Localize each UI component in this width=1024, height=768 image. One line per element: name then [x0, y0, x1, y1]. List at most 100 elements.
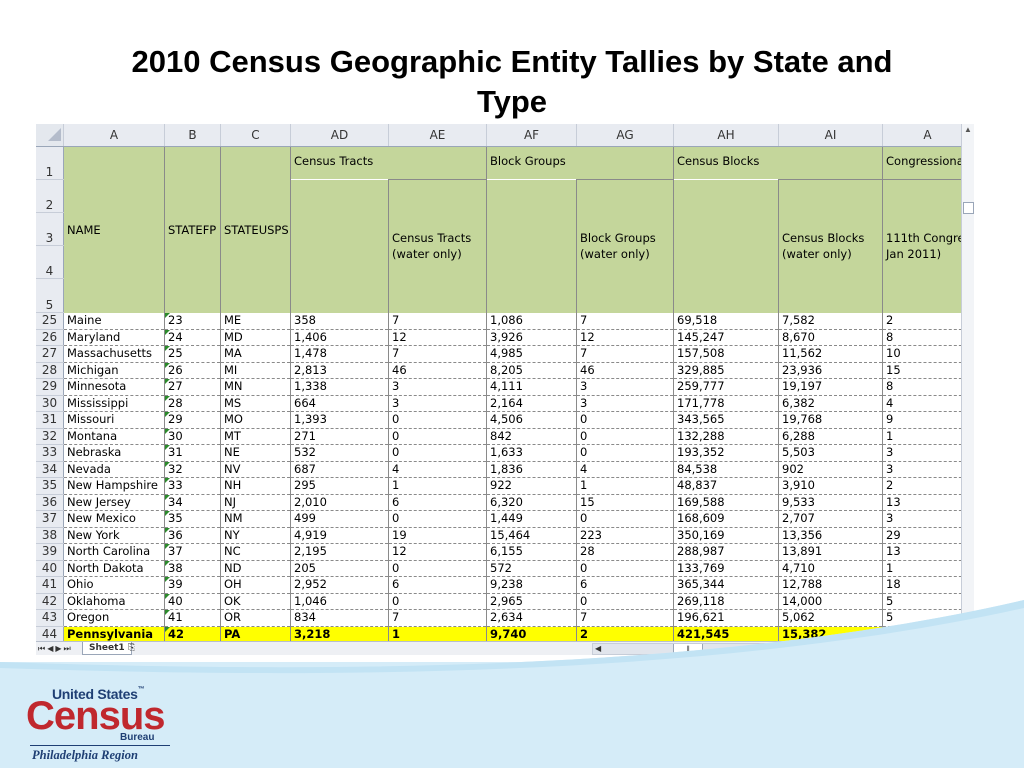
- cell-census-tracts-water[interactable]: 0: [388, 510, 487, 528]
- column-header-af[interactable]: AF: [486, 124, 577, 147]
- cell-census-blocks[interactable]: 48,837: [673, 477, 779, 495]
- cell-census-tracts-water[interactable]: 0: [388, 411, 487, 429]
- cell-congressional-districts[interactable]: 4: [882, 395, 973, 412]
- cell-stateusps[interactable]: MA: [220, 345, 291, 363]
- cell-stateusps[interactable]: PA: [220, 626, 291, 643]
- row-header-1[interactable]: 1: [36, 146, 64, 180]
- cell-census-blocks-water[interactable]: 13,356: [778, 527, 883, 544]
- header-census-blocks-total[interactable]: [673, 179, 779, 313]
- header-congressional-sub[interactable]: 111th Congres Jan 2011): [882, 179, 973, 313]
- cell-block-groups[interactable]: 572: [486, 560, 577, 577]
- cell-congressional-districts[interactable]: 13: [882, 543, 973, 561]
- cell-census-tracts-water[interactable]: 0: [388, 593, 487, 610]
- cell-census-blocks[interactable]: 343,565: [673, 411, 779, 429]
- cell-state-name[interactable]: Oregon: [63, 609, 165, 627]
- cell-census-tracts-water[interactable]: 6: [388, 494, 487, 511]
- cell-block-groups[interactable]: 842: [486, 428, 577, 445]
- cell-census-blocks[interactable]: 329,885: [673, 362, 779, 379]
- cell-block-groups-water[interactable]: 0: [576, 444, 674, 462]
- cell-state-name[interactable]: Nevada: [63, 461, 165, 478]
- cell-census-tracts[interactable]: 687: [290, 461, 389, 478]
- cell-census-tracts[interactable]: 2,813: [290, 362, 389, 379]
- cell-congressional-districts[interactable]: 8: [882, 378, 973, 396]
- cell-congressional-districts[interactable]: 10: [882, 345, 973, 363]
- cell-stateusps[interactable]: MO: [220, 411, 291, 429]
- cell-census-tracts-water[interactable]: 0: [388, 444, 487, 462]
- cell-census-blocks[interactable]: 259,777: [673, 378, 779, 396]
- scroll-up-arrow-icon[interactable]: ▲: [964, 125, 972, 134]
- cell-block-groups-water[interactable]: 28: [576, 543, 674, 561]
- cell-block-groups-water[interactable]: 15: [576, 494, 674, 511]
- cell-congressional-districts[interactable]: 3: [882, 461, 973, 478]
- column-header-a[interactable]: A: [63, 124, 165, 147]
- cell-congressional-districts[interactable]: 2: [882, 312, 973, 330]
- cell-block-groups-water[interactable]: 2: [576, 626, 674, 643]
- cell-state-name[interactable]: Nebraska: [63, 444, 165, 462]
- cell-statefp[interactable]: 23: [164, 312, 221, 330]
- cell-statefp[interactable]: 34: [164, 494, 221, 511]
- header-congressional[interactable]: Congressional: [882, 146, 973, 180]
- cell-statefp[interactable]: 40: [164, 593, 221, 610]
- cell-census-blocks-water[interactable]: 6,288: [778, 428, 883, 445]
- cell-statefp[interactable]: 37: [164, 543, 221, 561]
- cell-census-blocks-water[interactable]: 12,788: [778, 576, 883, 594]
- cell-state-name[interactable]: Maryland: [63, 329, 165, 346]
- cell-block-groups-water[interactable]: 7: [576, 609, 674, 627]
- cell-census-tracts-water[interactable]: 3: [388, 378, 487, 396]
- row-header[interactable]: 26: [36, 329, 64, 346]
- cell-census-blocks-water[interactable]: 4,710: [778, 560, 883, 577]
- cell-census-blocks[interactable]: 288,987: [673, 543, 779, 561]
- cell-census-tracts-water[interactable]: 7: [388, 312, 487, 330]
- row-header[interactable]: 35: [36, 477, 64, 495]
- header-census-tracts-water[interactable]: Census Tracts (water only): [388, 179, 487, 313]
- cell-census-tracts-water[interactable]: 0: [388, 428, 487, 445]
- header-census-tracts[interactable]: Census Tracts: [290, 146, 487, 180]
- header-statefp[interactable]: STATEFP: [164, 146, 221, 313]
- cell-census-tracts[interactable]: 1,393: [290, 411, 389, 429]
- cell-statefp[interactable]: 31: [164, 444, 221, 462]
- cell-census-tracts-water[interactable]: 12: [388, 329, 487, 346]
- cell-census-blocks-water[interactable]: 9,533: [778, 494, 883, 511]
- row-header[interactable]: 25: [36, 312, 64, 330]
- cell-census-blocks-water[interactable]: 19,197: [778, 378, 883, 396]
- cell-census-tracts[interactable]: 2,010: [290, 494, 389, 511]
- row-header[interactable]: 36: [36, 494, 64, 511]
- row-header[interactable]: 32: [36, 428, 64, 445]
- cell-census-blocks-water[interactable]: 5,503: [778, 444, 883, 462]
- cell-block-groups[interactable]: 1,633: [486, 444, 577, 462]
- row-header[interactable]: 39: [36, 543, 64, 561]
- cell-census-blocks-water[interactable]: 13,891: [778, 543, 883, 561]
- select-all-corner[interactable]: [36, 124, 64, 147]
- cell-census-blocks-water[interactable]: 11,562: [778, 345, 883, 363]
- cell-stateusps[interactable]: NE: [220, 444, 291, 462]
- column-header-ad[interactable]: AD: [290, 124, 389, 147]
- cell-census-blocks-water[interactable]: 19,768: [778, 411, 883, 429]
- cell-census-tracts-water[interactable]: 0: [388, 560, 487, 577]
- cell-congressional-districts[interactable]: 18: [882, 576, 973, 594]
- cell-stateusps[interactable]: OK: [220, 593, 291, 610]
- cell-state-name[interactable]: Maine: [63, 312, 165, 330]
- header-name[interactable]: NAME: [63, 146, 165, 313]
- cell-block-groups[interactable]: 922: [486, 477, 577, 495]
- cell-census-blocks[interactable]: 132,288: [673, 428, 779, 445]
- cell-stateusps[interactable]: MN: [220, 378, 291, 396]
- cell-statefp[interactable]: 26: [164, 362, 221, 379]
- cell-block-groups[interactable]: 1,836: [486, 461, 577, 478]
- cell-block-groups[interactable]: 8,205: [486, 362, 577, 379]
- cell-block-groups[interactable]: 4,506: [486, 411, 577, 429]
- cell-census-tracts[interactable]: 358: [290, 312, 389, 330]
- split-box-icon[interactable]: [963, 202, 974, 214]
- row-header[interactable]: 40: [36, 560, 64, 577]
- cell-census-tracts[interactable]: 295: [290, 477, 389, 495]
- header-block-groups[interactable]: Block Groups: [486, 146, 674, 180]
- cell-census-blocks[interactable]: 365,344: [673, 576, 779, 594]
- cell-block-groups-water[interactable]: 0: [576, 411, 674, 429]
- cell-census-blocks[interactable]: 193,352: [673, 444, 779, 462]
- cell-block-groups-water[interactable]: 6: [576, 576, 674, 594]
- cell-census-tracts-water[interactable]: 4: [388, 461, 487, 478]
- cell-congressional-districts[interactable]: 8: [882, 329, 973, 346]
- cell-block-groups[interactable]: 9,740: [486, 626, 577, 643]
- cell-congressional-districts[interactable]: 3: [882, 510, 973, 528]
- sheet-nav-arrows-icon[interactable]: ⏮◀▶⏭: [38, 644, 73, 653]
- cell-block-groups[interactable]: 1,449: [486, 510, 577, 528]
